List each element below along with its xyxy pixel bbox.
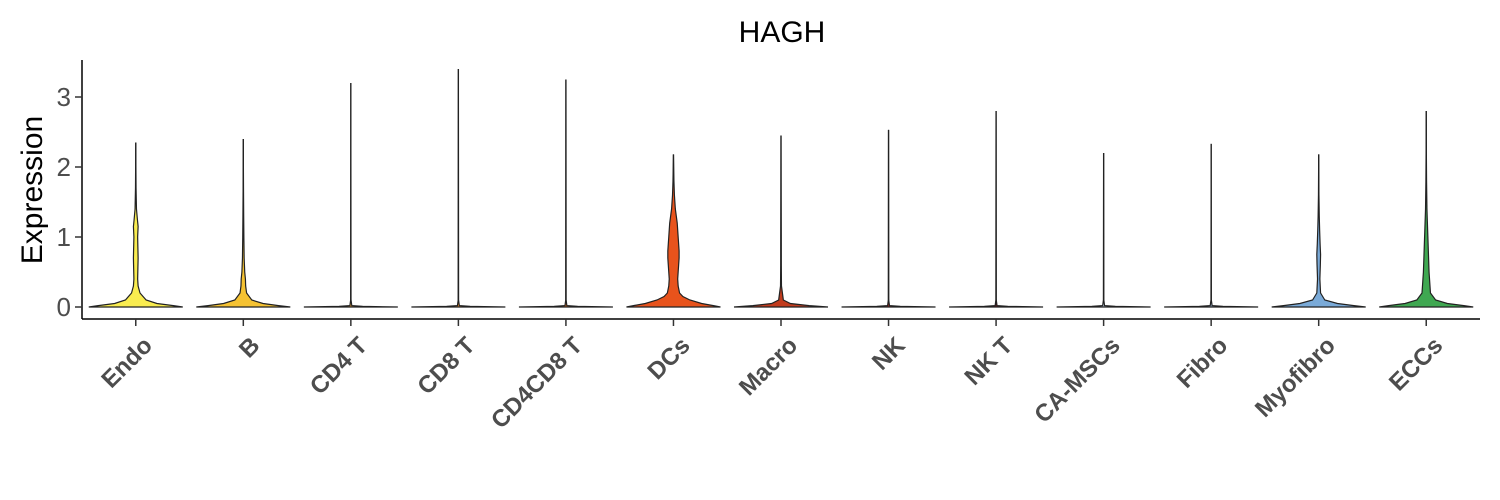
x-tick-label: ECCs [1384, 332, 1448, 396]
x-tick-label: B [234, 332, 265, 363]
x-tick-label: CA-MSCs [1029, 332, 1125, 428]
y-tick-label: 1 [57, 222, 71, 252]
x-tick-label: Macro [734, 332, 803, 401]
x-tick-label: Myofibro [1250, 332, 1341, 423]
violin-macro [733, 135, 829, 308]
y-tick-label: 0 [57, 292, 71, 322]
y-tick-label: 2 [57, 152, 71, 182]
x-tick-label: Fibro [1172, 332, 1234, 394]
x-tick-label: CD8 T [412, 332, 480, 400]
y-tick-label: 3 [57, 82, 71, 112]
violin-nk [841, 129, 936, 308]
violin-cd4cd8-t [518, 79, 613, 308]
x-tick-label: NK [867, 332, 911, 376]
violin-dcs [626, 154, 721, 308]
y-ticks-group: 0 1 2 3 [57, 82, 82, 322]
violin-nk-t [949, 110, 1044, 308]
x-tick-label: NK T [960, 332, 1019, 391]
x-ticks-group: Endo B CD4 T CD8 T CD4CD8 T DCs Macro NK NK T CA-… [96, 319, 1448, 434]
chart-title: HAGH [739, 16, 826, 49]
violin-eccs [1379, 110, 1474, 308]
violin-fibro [1164, 143, 1259, 308]
x-tick-label: CD4 T [305, 332, 373, 400]
violin-endo [88, 142, 183, 308]
violin-cd8-t [411, 68, 506, 308]
violin-ca-mscs [1056, 152, 1151, 308]
violins-group [88, 68, 1474, 308]
x-tick-label: Endo [96, 332, 158, 394]
violin-cd4-t [303, 82, 398, 308]
violin-myofibro [1271, 154, 1366, 308]
x-tick-label: DCs [643, 332, 696, 385]
violin-b [196, 138, 291, 308]
x-tick-label: CD4CD8 T [486, 332, 588, 434]
y-axis-label: Expression [16, 116, 49, 264]
